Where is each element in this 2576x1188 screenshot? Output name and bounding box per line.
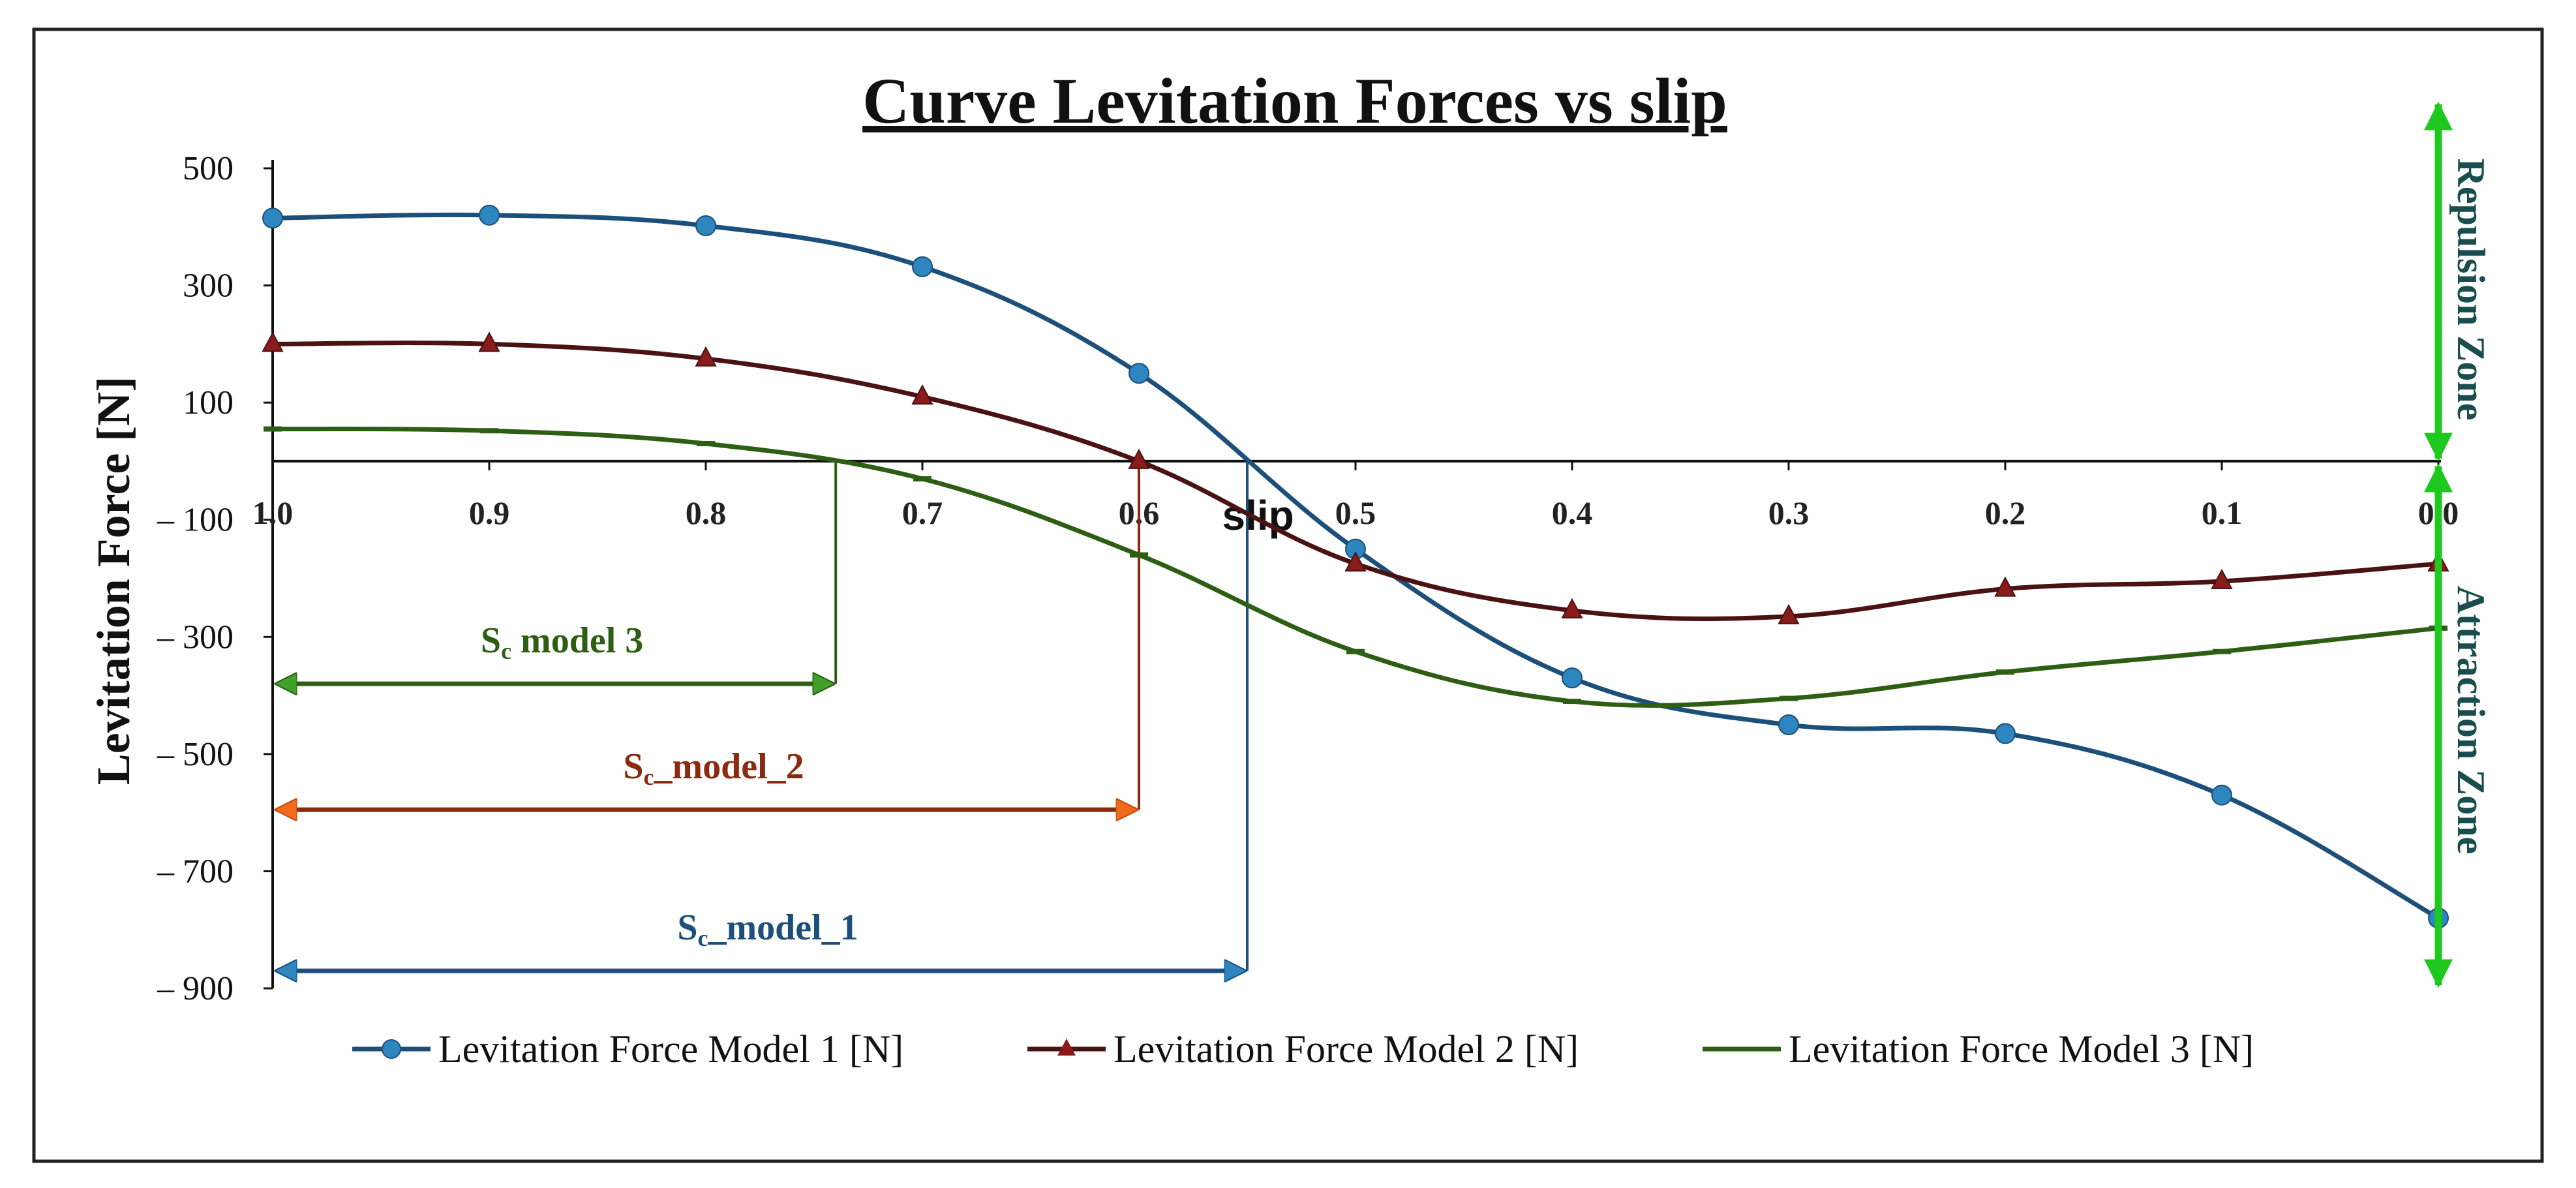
data-point-marker [1128, 448, 1150, 469]
y-tick-label: 500 [183, 150, 234, 187]
data-point-marker [480, 428, 498, 434]
data-point-marker [2211, 784, 2232, 806]
y-axis-label: Levitation Force [N] [87, 376, 140, 785]
data-point-marker [1561, 598, 1583, 618]
data-point-marker [1346, 648, 1365, 654]
data-point-marker [1562, 667, 1583, 689]
y-tick-label: – 900 [157, 970, 234, 1007]
x-tick-label: 0.4 [1552, 495, 1593, 531]
legend-label: Levitation Force Model 1 [N] [438, 1028, 903, 1071]
data-point-marker [1996, 669, 2014, 675]
y-tick-label: 100 [183, 384, 234, 421]
data-point-marker [478, 331, 500, 352]
data-point-marker [2213, 648, 2231, 654]
x-tick-label: 0.3 [1768, 495, 1810, 531]
chart-frame [32, 27, 2544, 1163]
legend-label: Levitation Force Model 3 [N] [1789, 1028, 2254, 1071]
data-point-marker [913, 476, 932, 481]
legend-marker [1057, 1039, 1076, 1056]
y-tick-label: – 700 [157, 853, 234, 890]
legend-marker [382, 1039, 401, 1059]
y-tick-label: – 300 [157, 618, 234, 656]
data-point-marker [262, 331, 284, 352]
data-point-marker [1994, 576, 2016, 597]
y-tick-label: – 500 [157, 736, 234, 773]
critical-slip-label: Sc_model_2 [623, 746, 804, 790]
data-point-marker [1563, 699, 1581, 705]
legend-label: Levitation Force Model 2 [N] [1114, 1028, 1579, 1071]
y-tick-label: 300 [183, 267, 234, 305]
data-point-marker [1778, 603, 1800, 624]
axes: 500 300 100 – 100 – 300 – 500 – 700 – 900 1.0 0.9… [157, 150, 2459, 1007]
y-tick-label: – 100 [157, 502, 234, 539]
x-tick-label: 1.0 [252, 495, 294, 531]
repulsion-zone-label: Repulsion Zone [2449, 159, 2493, 421]
data-point-marker [1130, 552, 1148, 558]
critical-slip-guides: Sc_model_1 Sc_model_2 Sc model 3 [277, 461, 1249, 971]
x-tick-label: 0.9 [469, 495, 510, 531]
chart-title: Curve Levitation Forces vs slip [862, 65, 1727, 137]
critical-slip-label: Sc model 3 [481, 620, 643, 664]
data-point-marker [695, 215, 716, 236]
data-point-marker [2211, 568, 2233, 589]
data-point-marker [1778, 714, 1799, 735]
x-tick-label: 0.5 [1335, 495, 1376, 531]
data-point-marker [1129, 363, 1149, 384]
x-tick-label: 0.1 [2202, 495, 2243, 531]
critical-slip-label: Sc_model_1 [677, 907, 858, 951]
data-point-marker [695, 346, 717, 367]
data-point-marker [479, 204, 500, 226]
legend: Levitation Force Model 1 [N] Levitation F… [352, 1028, 2254, 1071]
data-point-marker [697, 440, 715, 446]
x-tick-label: 0.2 [1985, 495, 2026, 531]
data-point-marker [1780, 695, 1798, 701]
attraction-zone-label: Attraction Zone [2449, 586, 2493, 855]
data-point-marker [1344, 551, 1367, 572]
x-tick-label: 0.7 [902, 495, 943, 531]
zone-indicators: Repulsion Zone Attraction Zone [2424, 101, 2493, 988]
data-point-marker [911, 384, 933, 405]
data-point-marker [262, 207, 283, 229]
data-point-marker [264, 426, 282, 432]
data-point-marker [1995, 723, 2016, 744]
data-point-marker [912, 256, 933, 277]
x-tick-label: 0.8 [686, 495, 727, 531]
